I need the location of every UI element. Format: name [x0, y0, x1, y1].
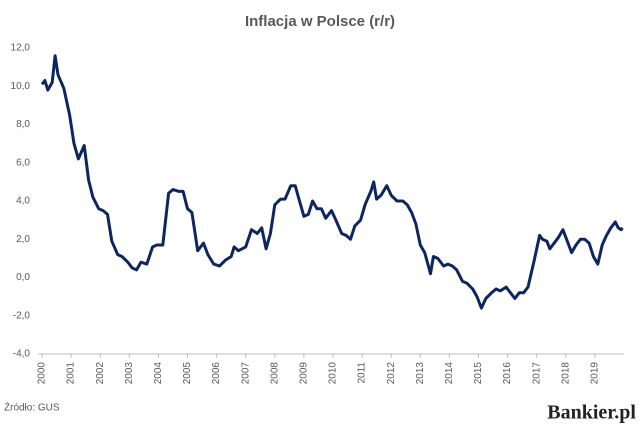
brand-logo: Bankier.pl: [547, 402, 636, 424]
y-tick-label: 2,0: [16, 234, 30, 245]
x-tick-label: 2009: [299, 362, 310, 385]
x-tick-label: 2010: [328, 362, 339, 385]
x-tick-label: 2015: [473, 362, 484, 385]
y-tick-label: 4,0: [16, 196, 30, 207]
x-tick-label: 2011: [357, 362, 368, 384]
y-tick-label: 8,0: [16, 119, 30, 130]
x-tick-label: 2016: [502, 362, 513, 385]
line-series: [40, 54, 624, 310]
x-tick-label: 2017: [531, 362, 542, 385]
x-tick-label: 2005: [182, 362, 193, 385]
x-tick-label: 2019: [590, 362, 601, 385]
chart-title: Inflacja w Polsce (r/r): [245, 13, 395, 30]
x-tick-label: 2004: [153, 362, 164, 385]
x-tick-label: 2012: [386, 362, 397, 385]
x-tick-label: 2006: [211, 362, 222, 385]
x-tick-label: 2018: [560, 362, 571, 385]
source: Źródło: GUS: [4, 401, 60, 414]
y-tick-label: -4,0: [13, 349, 31, 360]
x-tick-label: 2008: [269, 362, 280, 385]
x-tick-label: 2002: [95, 362, 106, 385]
x-tick-label: 2014: [444, 362, 455, 385]
y-tick-label: 6,0: [16, 157, 30, 168]
x-tick-label: 2000: [37, 362, 48, 385]
y-tick-label: 0,0: [16, 272, 30, 283]
x-tick-label: 2013: [415, 362, 426, 385]
y-tick-label: 10,0: [11, 81, 31, 92]
y-tick-label: 12,0: [11, 43, 31, 54]
x-tick-label: 2007: [240, 362, 251, 385]
y-tick-label: -2,0: [13, 310, 31, 321]
x-tick-label: 2003: [124, 362, 135, 385]
x-tick-label: 2001: [66, 362, 77, 385]
